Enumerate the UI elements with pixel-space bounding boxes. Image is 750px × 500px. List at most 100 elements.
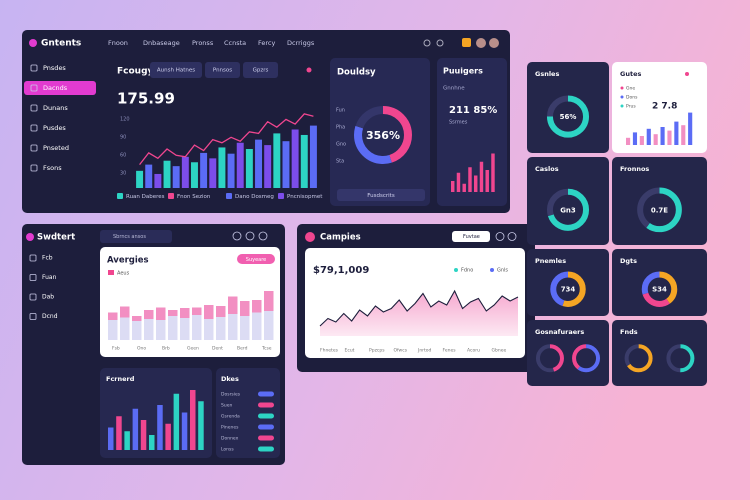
nav-item[interactable]: Ccnsta: [224, 39, 246, 47]
x-tick-label: Ofwcs: [394, 348, 408, 354]
tab-label[interactable]: Aunsh Hatnes: [157, 68, 195, 74]
x-tick-label: Acoru: [467, 348, 480, 354]
legend-label: Ruan Daberes: [126, 194, 165, 200]
bar: [172, 166, 180, 188]
donut-segment: [546, 95, 590, 138]
header-icon[interactable]: [232, 231, 242, 241]
bar-base: [156, 320, 166, 340]
item-label: Dons: [626, 95, 638, 101]
header-icon[interactable]: [507, 232, 517, 241]
panel-title: Douldsy: [337, 68, 376, 78]
x-tick-label: Gbnee: [492, 348, 507, 354]
list-item[interactable]: Lonss: [221, 447, 234, 453]
bar: [688, 112, 693, 145]
menu-item[interactable]: Fsons: [43, 164, 62, 172]
tab[interactable]: [243, 62, 278, 78]
list-item[interactable]: Suen: [221, 403, 232, 409]
menu-item[interactable]: Fcb: [42, 255, 53, 262]
side-label: Pha: [336, 125, 345, 131]
donut-label: 356%: [366, 129, 400, 142]
subtitle: Gnnhne: [443, 86, 465, 92]
item-label: Gne: [626, 86, 635, 92]
bar-base: [132, 321, 142, 340]
bar: [653, 134, 658, 145]
search-text[interactable]: Sbrncs ansos: [113, 234, 146, 240]
menu-item[interactable]: Pnsdes: [43, 64, 66, 72]
menu-item[interactable]: Dcnd: [42, 313, 58, 320]
nav-item[interactable]: Pronss: [192, 39, 214, 47]
notification[interactable]: [462, 38, 471, 47]
search-box[interactable]: [100, 230, 172, 243]
list-pill: [258, 424, 274, 430]
pill-label[interactable]: Suyeare: [246, 257, 266, 263]
donut-label: 56%: [560, 113, 577, 121]
bar: [282, 141, 290, 188]
y-tick-label: 60: [120, 153, 126, 159]
header-icon[interactable]: [423, 39, 431, 47]
menu-icon: [30, 64, 38, 72]
goals-value: 211 85%: [449, 105, 497, 116]
donut-segment: [354, 106, 412, 164]
bar: [165, 423, 171, 450]
donut-segment: [535, 344, 564, 373]
panel-title: Puuigers: [443, 67, 483, 76]
footer-button[interactable]: [337, 189, 425, 201]
logo-icon: [29, 39, 37, 47]
x-tick-label: Berd: [237, 346, 248, 352]
nav-item[interactable]: Dnbaseage: [143, 39, 180, 47]
logo-icon: [26, 233, 34, 241]
list-item[interactable]: Donnex: [221, 436, 239, 442]
menu-item[interactable]: Dacnds: [43, 84, 68, 92]
bar-base: [240, 316, 250, 340]
nav-item[interactable]: Dcrriggs: [287, 39, 315, 47]
nav-item[interactable]: Fercy: [258, 39, 275, 47]
avatar[interactable]: [476, 38, 486, 48]
menu-item[interactable]: Pusdes: [43, 124, 66, 132]
header-icon[interactable]: [258, 231, 268, 241]
tab[interactable]: [205, 62, 240, 78]
pill[interactable]: [237, 254, 275, 264]
legend-label: Gnls: [497, 268, 508, 274]
donut-label: S34: [652, 286, 667, 294]
bar: [667, 130, 672, 145]
button-label[interactable]: Fuvtae: [463, 234, 480, 240]
list-item[interactable]: Dosrsies: [221, 392, 241, 398]
donut-panel: [330, 58, 430, 206]
legend-label: Fnon Sezion: [177, 194, 211, 200]
tab-label[interactable]: Pnnsos: [213, 68, 232, 74]
nav-item[interactable]: Fnoon: [108, 39, 128, 47]
tab-label[interactable]: Gpzrs: [253, 68, 269, 74]
menu-icon: [30, 104, 38, 112]
footer-label[interactable]: Fusdscrits: [367, 193, 395, 199]
list-item[interactable]: Pinenes: [221, 425, 239, 431]
menu-item[interactable]: Dab: [42, 294, 54, 301]
menu-item[interactable]: Pnseted: [43, 144, 69, 152]
donut-label: 0.7E: [651, 206, 668, 214]
bar: [456, 172, 461, 192]
bar-top: [108, 312, 118, 320]
donut-segment: [666, 344, 695, 373]
bar-top: [240, 301, 250, 316]
header-icon[interactable]: [436, 39, 444, 47]
menu-item[interactable]: Fuan: [42, 274, 57, 281]
bar: [309, 125, 317, 188]
bar: [145, 164, 153, 188]
tab[interactable]: [150, 62, 202, 78]
header-icon[interactable]: [245, 231, 255, 241]
bar: [124, 431, 130, 450]
avatar[interactable]: [489, 38, 499, 48]
card-title: Gsnles: [535, 70, 559, 78]
list-item[interactable]: Gsrenda: [221, 414, 240, 420]
status-dot: [306, 67, 312, 73]
menu-item[interactable]: Dunans: [43, 104, 68, 112]
header-icon[interactable]: [495, 232, 505, 241]
bar: [474, 175, 478, 192]
caption: Ssrmes: [449, 120, 468, 126]
bar: [485, 170, 489, 192]
card-title: Dgts: [620, 257, 637, 265]
button[interactable]: [452, 231, 490, 242]
legend-dot: [454, 268, 458, 272]
donut-segment: [624, 344, 653, 373]
